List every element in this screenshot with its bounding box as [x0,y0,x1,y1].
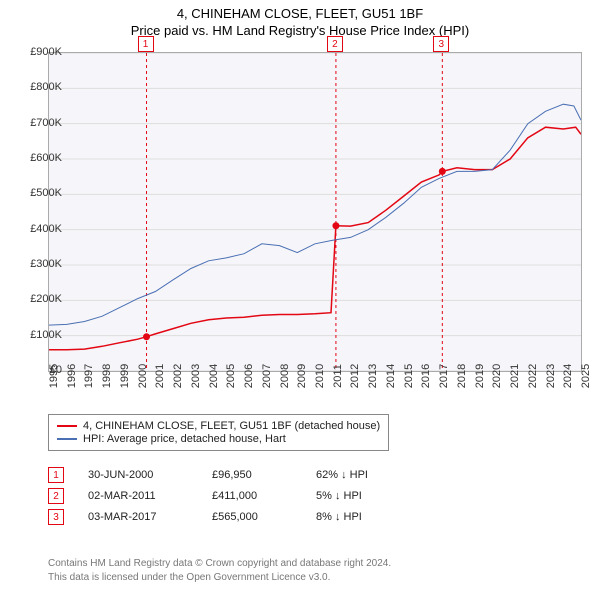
titles: 4, CHINEHAM CLOSE, FLEET, GU51 1BF Price… [0,0,600,38]
x-tick-label: 2024 [562,364,574,388]
y-tick-label: £600K [30,152,62,164]
title-sub: Price paid vs. HM Land Registry's House … [0,23,600,38]
x-tick-label: 2001 [154,364,166,388]
x-tick-label: 2011 [332,364,344,388]
chart-svg [49,53,581,371]
legend-label: 4, CHINEHAM CLOSE, FLEET, GU51 1BF (deta… [83,420,380,432]
title-main: 4, CHINEHAM CLOSE, FLEET, GU51 1BF [0,6,600,21]
transaction-row: 1 30-JUN-2000 £96,950 62% ↓ HPI [48,467,396,483]
transaction-marker: 3 [48,509,64,525]
x-tick-label: 2007 [261,364,273,388]
transaction-marker: 1 [48,467,64,483]
x-tick-label: 2014 [385,364,397,388]
x-tick-label: 2018 [456,364,468,388]
x-tick-label: 2020 [491,364,503,388]
legend: 4, CHINEHAM CLOSE, FLEET, GU51 1BF (deta… [48,414,389,451]
legend-row: HPI: Average price, detached house, Hart [57,433,380,445]
y-tick-label: £300K [30,258,62,270]
x-tick-label: 2005 [225,364,237,388]
footer: Contains HM Land Registry data © Crown c… [48,557,391,584]
transaction-date: 03-MAR-2017 [88,511,188,523]
x-tick-label: 1998 [101,364,113,388]
footer-line: Contains HM Land Registry data © Crown c… [48,557,391,571]
transaction-row: 2 02-MAR-2011 £411,000 5% ↓ HPI [48,488,396,504]
x-tick-label: 1995 [48,364,60,388]
transaction-delta: 62% ↓ HPI [316,469,396,481]
transaction-date: 02-MAR-2011 [88,490,188,502]
plot-area [48,52,582,372]
x-tick-label: 2016 [420,364,432,388]
x-tick-label: 2023 [545,364,557,388]
x-tick-label: 2002 [172,364,184,388]
transaction-marker: 2 [48,488,64,504]
x-tick-label: 2000 [137,364,149,388]
x-tick-label: 2008 [279,364,291,388]
footer-line: This data is licensed under the Open Gov… [48,571,391,585]
x-tick-label: 2003 [190,364,202,388]
x-tick-label: 2012 [349,364,361,388]
x-tick-label: 1999 [119,364,131,388]
transaction-date: 30-JUN-2000 [88,469,188,481]
x-tick-label: 2015 [403,364,415,388]
x-tick-label: 2022 [527,364,539,388]
event-marker-box: 1 [138,36,154,52]
legend-label: HPI: Average price, detached house, Hart [83,433,286,445]
x-tick-label: 2004 [208,364,220,388]
x-tick-label: 1996 [66,364,78,388]
x-tick-label: 2010 [314,364,326,388]
legend-row: 4, CHINEHAM CLOSE, FLEET, GU51 1BF (deta… [57,420,380,432]
x-tick-label: 1997 [83,364,95,388]
y-tick-label: £900K [30,46,62,58]
x-tick-label: 2017 [438,364,450,388]
y-tick-label: £200K [30,293,62,305]
y-tick-label: £500K [30,187,62,199]
x-tick-label: 2009 [296,364,308,388]
x-tick-label: 2025 [580,364,592,388]
transaction-row: 3 03-MAR-2017 £565,000 8% ↓ HPI [48,509,396,525]
legend-swatch [57,425,77,427]
x-tick-label: 2013 [367,364,379,388]
event-marker-box: 2 [327,36,343,52]
legend-swatch [57,438,77,440]
transaction-price: £96,950 [212,469,292,481]
transaction-price: £411,000 [212,490,292,502]
transaction-delta: 8% ↓ HPI [316,511,396,523]
chart-container: 4, CHINEHAM CLOSE, FLEET, GU51 1BF Price… [0,0,600,590]
x-tick-label: 2006 [243,364,255,388]
y-tick-label: £100K [30,329,62,341]
y-tick-label: £800K [30,81,62,93]
y-tick-label: £700K [30,117,62,129]
x-tick-label: 2019 [474,364,486,388]
event-marker-box: 3 [433,36,449,52]
y-tick-label: £400K [30,223,62,235]
x-tick-label: 2021 [509,364,521,388]
transactions-table: 1 30-JUN-2000 £96,950 62% ↓ HPI 2 02-MAR-2011… [48,462,396,530]
transaction-price: £565,000 [212,511,292,523]
transaction-delta: 5% ↓ HPI [316,490,396,502]
